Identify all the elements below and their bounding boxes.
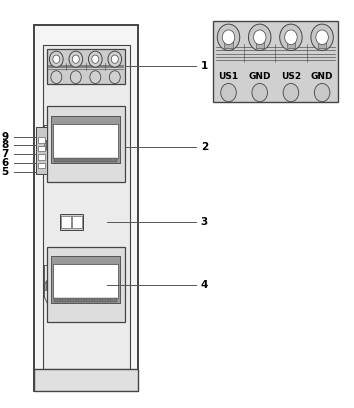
Circle shape [316,30,329,44]
Text: 9: 9 [1,131,8,142]
Circle shape [249,24,271,51]
Bar [43,45,130,369]
Bar [61,216,71,228]
Bar [47,49,125,84]
Circle shape [280,24,302,51]
Bar [256,40,264,48]
Circle shape [222,30,235,44]
Circle shape [283,84,299,102]
Bar [47,247,125,322]
Text: 2: 2 [201,142,208,152]
Bar [110,298,117,302]
Bar [78,298,85,302]
Circle shape [69,51,82,67]
Bar [38,163,45,169]
Text: GND: GND [249,72,271,81]
Bar [318,40,326,48]
Text: 6: 6 [1,158,8,169]
Bar [34,369,138,391]
Bar [38,146,45,151]
Bar [62,157,69,162]
Bar [213,21,338,102]
Circle shape [50,51,63,67]
Bar [94,157,101,162]
Bar [54,298,61,302]
Bar [47,106,125,182]
Bar [51,116,120,163]
Text: US2: US2 [281,72,301,81]
Bar [78,157,85,162]
Bar [110,157,117,162]
Bar [53,124,118,157]
Bar [94,298,101,302]
Bar [72,216,82,228]
Bar [62,298,69,302]
Circle shape [221,84,236,102]
Circle shape [70,71,81,84]
Bar [54,157,61,162]
Bar [70,157,77,162]
Text: 5: 5 [1,167,8,177]
Circle shape [217,24,240,51]
Circle shape [90,71,101,84]
Circle shape [53,55,60,63]
Circle shape [88,51,102,67]
Bar [36,127,47,173]
Circle shape [108,51,122,67]
Circle shape [311,24,333,51]
Bar [53,264,118,298]
Bar [38,137,45,143]
Bar [102,298,109,302]
Text: 4: 4 [201,280,208,290]
Text: 3: 3 [201,217,208,227]
Bar [38,154,45,160]
Bar [86,157,93,162]
Text: 7: 7 [1,149,8,160]
Bar [224,40,233,48]
Circle shape [92,55,99,63]
Polygon shape [45,281,47,290]
Circle shape [111,55,118,63]
Circle shape [252,84,268,102]
Bar [102,157,109,162]
Bar [61,214,83,231]
Text: GND: GND [311,72,333,81]
Text: 1: 1 [201,61,208,71]
Circle shape [72,55,79,63]
Bar [287,40,295,48]
Circle shape [109,71,120,84]
Bar [70,298,77,302]
Circle shape [253,30,266,44]
Circle shape [314,84,330,102]
Circle shape [285,30,297,44]
Polygon shape [45,140,47,150]
Text: US1: US1 [218,72,239,81]
Text: 8: 8 [1,140,8,151]
Bar [34,25,138,391]
Circle shape [51,71,62,84]
Bar [51,257,120,303]
Bar [86,298,93,302]
